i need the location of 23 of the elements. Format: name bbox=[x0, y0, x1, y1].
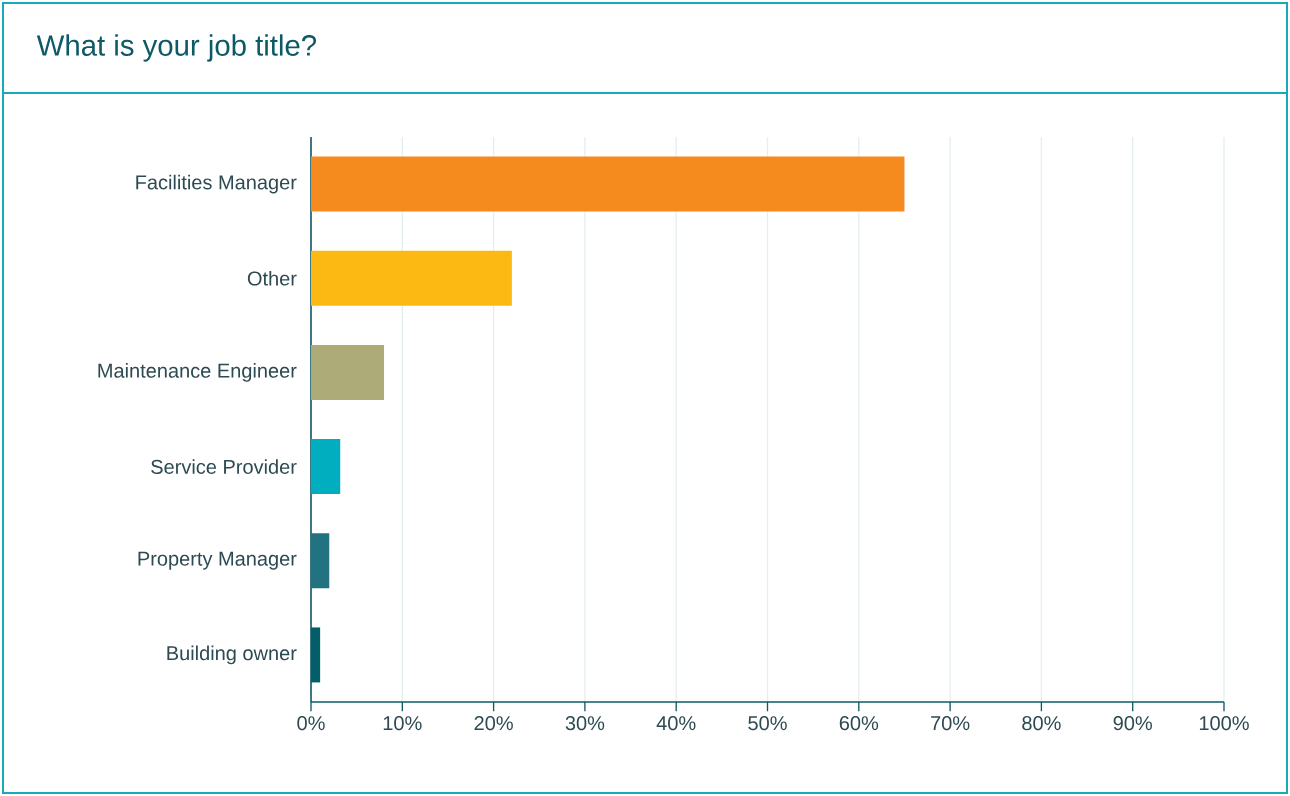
bar bbox=[311, 439, 341, 495]
x-tick-label: 10% bbox=[383, 716, 422, 731]
x-tick-label: 20% bbox=[474, 716, 513, 731]
bar bbox=[311, 533, 330, 589]
y-tick-label: Maintenance Engineer bbox=[98, 363, 297, 382]
y-tick-label: Facilities Manager bbox=[136, 174, 297, 194]
x-tick-label: 50% bbox=[748, 716, 787, 731]
bar bbox=[311, 344, 385, 400]
x-tick-label: 70% bbox=[931, 716, 970, 731]
bar bbox=[311, 250, 512, 306]
x-tick-label: 30% bbox=[565, 716, 605, 731]
y-tick-label: Other bbox=[247, 270, 297, 286]
y-tick-label: Service Provider bbox=[151, 459, 297, 474]
x-tick-label: 60% bbox=[839, 716, 879, 731]
y-tick-label: Property Manager bbox=[138, 551, 297, 570]
x-tick-label: 0% bbox=[297, 716, 325, 731]
x-tick-label: 80% bbox=[1022, 716, 1061, 731]
chart-title: What is your job title? bbox=[36, 34, 316, 62]
x-tick-label: 90% bbox=[1113, 716, 1152, 731]
x-tick-label: 100% bbox=[1199, 716, 1249, 731]
y-tick-label: Building owner bbox=[167, 645, 297, 665]
x-tick-label: 40% bbox=[656, 716, 696, 731]
bar bbox=[311, 156, 905, 212]
